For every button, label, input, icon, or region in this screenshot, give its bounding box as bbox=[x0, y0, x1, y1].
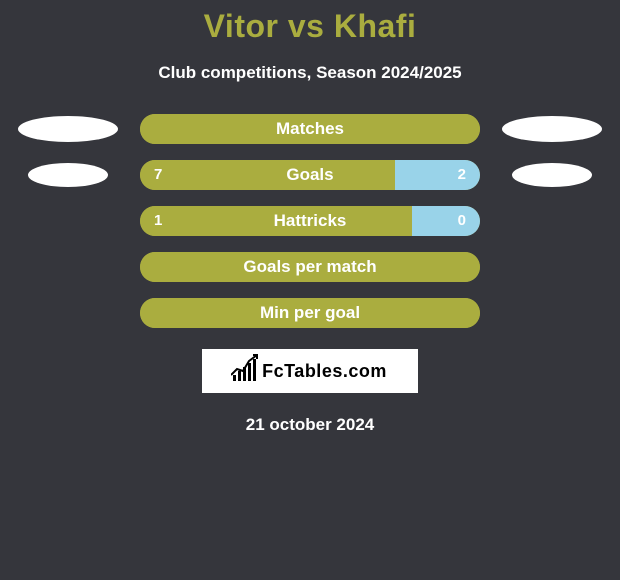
stat-bar: Matches bbox=[140, 114, 480, 144]
stat-value-left: 7 bbox=[154, 160, 162, 190]
comparison-container: Vitor vs Khafi Club competitions, Season… bbox=[0, 0, 620, 435]
ellipse-icon bbox=[502, 116, 602, 142]
stat-bar: Goals per match bbox=[140, 252, 480, 282]
stat-row: Goals per match bbox=[0, 251, 620, 283]
stat-label: Goals bbox=[140, 160, 480, 190]
stat-bar: Hattricks1 0 bbox=[140, 206, 480, 236]
player-left-marker bbox=[18, 116, 118, 142]
stat-label: Goals per match bbox=[140, 252, 480, 282]
stat-bar: Goals7 2 bbox=[140, 160, 480, 190]
stat-value-right: 0 bbox=[458, 206, 466, 236]
logo-chart-icon bbox=[233, 361, 256, 381]
stat-label: Matches bbox=[140, 114, 480, 144]
stat-value-right: 2 bbox=[458, 160, 466, 190]
player-right-marker bbox=[502, 163, 602, 187]
logo-box: FcTables.com bbox=[202, 349, 418, 393]
logo-text: FcTables.com bbox=[262, 361, 387, 382]
stat-value-left: 1 bbox=[154, 206, 162, 236]
ellipse-icon bbox=[512, 163, 592, 187]
page-subtitle: Club competitions, Season 2024/2025 bbox=[0, 63, 620, 83]
stat-row: Hattricks1 0 bbox=[0, 205, 620, 237]
stat-row: Goals7 2 bbox=[0, 159, 620, 191]
date-label: 21 october 2024 bbox=[0, 415, 620, 435]
stat-row: Matches bbox=[0, 113, 620, 145]
stat-rows: Matches Goals7 2 Hattricks1 0 Goals per match… bbox=[0, 113, 620, 329]
page-title: Vitor vs Khafi bbox=[0, 8, 620, 45]
stat-label: Hattricks bbox=[140, 206, 480, 236]
stat-bar: Min per goal bbox=[140, 298, 480, 328]
ellipse-icon bbox=[18, 116, 118, 142]
player-left-marker bbox=[18, 163, 118, 187]
stat-label: Min per goal bbox=[140, 298, 480, 328]
player-right-marker bbox=[502, 116, 602, 142]
ellipse-icon bbox=[28, 163, 108, 187]
stat-row: Min per goal bbox=[0, 297, 620, 329]
